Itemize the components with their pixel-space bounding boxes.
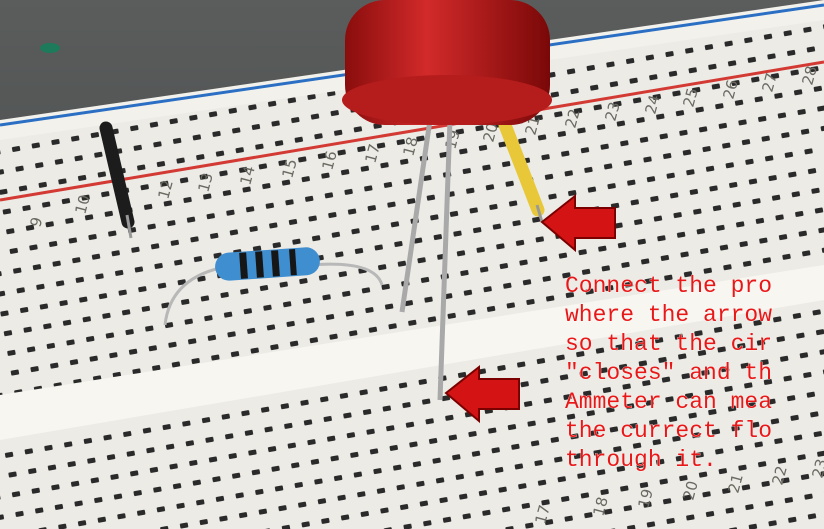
arrow xyxy=(444,364,520,424)
wire-tip xyxy=(125,214,133,239)
led-rim xyxy=(342,75,552,125)
led-lead xyxy=(437,119,453,401)
column-number: 28 xyxy=(798,64,820,87)
column-number: 24 xyxy=(641,93,663,116)
column-number: 15 xyxy=(278,157,300,180)
column-number: 26 xyxy=(719,78,741,101)
column-number: 17 xyxy=(531,503,553,526)
black-wire xyxy=(99,121,135,229)
center-channel xyxy=(0,265,824,440)
column-number: 13 xyxy=(194,171,216,194)
column-number: 23 xyxy=(601,100,623,123)
annotation-line: Connect the pro xyxy=(565,273,772,299)
column-number: 12 xyxy=(154,178,176,201)
arrow xyxy=(540,193,616,253)
column-number: 25 xyxy=(679,86,701,109)
column-number: 18 xyxy=(399,135,421,158)
resistor-bands xyxy=(239,249,297,279)
column-number: 14 xyxy=(236,164,258,187)
column-number: 23 xyxy=(808,457,824,480)
yellow-wire xyxy=(498,118,545,217)
column-number: 10 xyxy=(71,193,93,216)
column-number: 22 xyxy=(768,464,790,487)
column-number: 16 xyxy=(318,149,340,172)
column-number: 21 xyxy=(724,472,746,495)
wire-tip xyxy=(535,204,544,223)
column-number: 27 xyxy=(758,71,780,94)
column-number: 22 xyxy=(561,107,583,130)
column-number: 20 xyxy=(479,121,501,144)
column-number: 17 xyxy=(361,142,383,165)
column-number: 9 xyxy=(26,215,46,229)
column-number: 18 xyxy=(589,495,611,518)
annotation-line: through it. xyxy=(565,447,717,473)
resistor-leads xyxy=(163,262,384,326)
annotation-line: Ammeter can mea xyxy=(565,389,772,415)
column-number: 19 xyxy=(634,487,656,510)
paint-spot xyxy=(40,43,60,53)
red-rail xyxy=(0,60,824,202)
led-lead xyxy=(399,119,433,313)
annotation-line: the currect flo xyxy=(565,418,772,444)
annotation-line: "closes" and th xyxy=(565,360,772,386)
annotation-line: where the arrow xyxy=(565,302,772,328)
annotation-line: so that the cir xyxy=(565,331,772,357)
column-number: 20 xyxy=(679,479,701,502)
